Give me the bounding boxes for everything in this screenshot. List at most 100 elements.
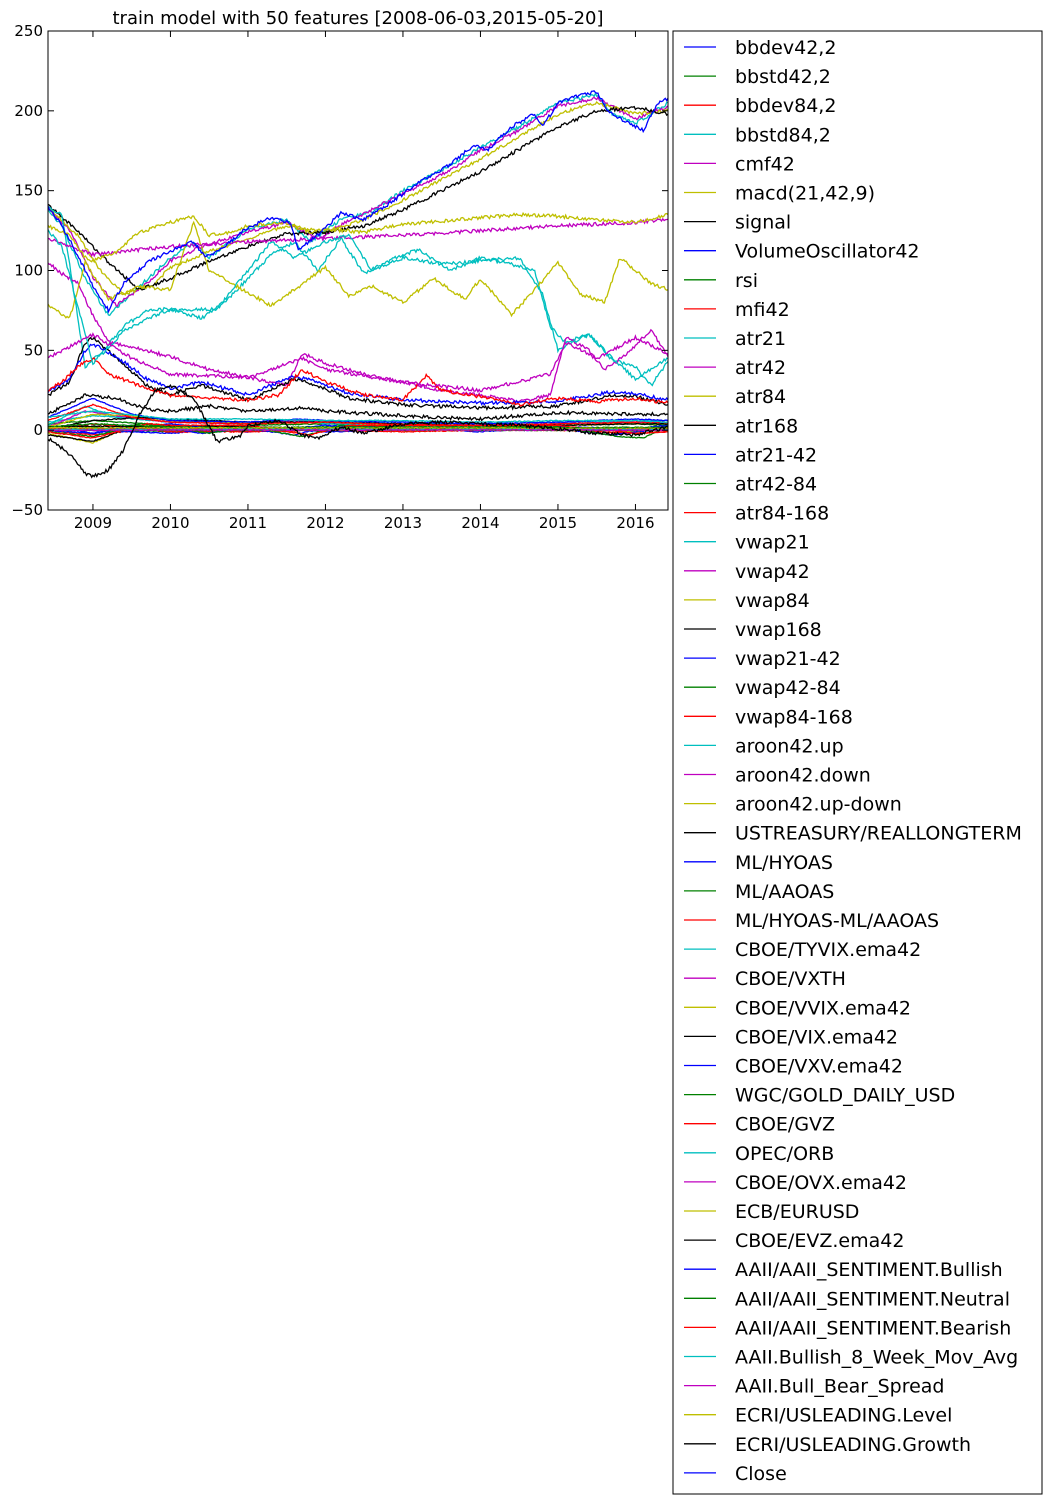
legend-label: CBOE/EVZ.ema42 xyxy=(735,1230,904,1252)
legend-entry-cboe-ovx-ema42: CBOE/OVX.ema42 xyxy=(684,1172,907,1194)
legend-entry-atr42-84: atr42-84 xyxy=(684,474,817,496)
legend-entry-aaii-aaii-sentiment-bullish: AAII/AAII_SENTIMENT.Bullish xyxy=(684,1259,1003,1281)
legend-label: CBOE/VXV.ema42 xyxy=(735,1056,903,1078)
y-tick-label: 200 xyxy=(14,102,43,120)
legend-entry-aaii-bullish-8-week-mov-avg: AAII.Bullish_8_Week_Mov_Avg xyxy=(684,1347,1018,1369)
legend-label: cmf42 xyxy=(735,153,795,175)
legend-label: ML/AAOAS xyxy=(735,881,834,903)
legend-entry-cboe-gvz: CBOE/GVZ xyxy=(684,1114,835,1136)
legend-label: OPEC/ORB xyxy=(735,1143,834,1165)
legend-label: AAII.Bull_Bear_Spread xyxy=(735,1376,945,1398)
series-layer xyxy=(48,90,668,479)
legend: bbdev42,2 bbstd42,2 bbdev84,2 bbstd84,2 cmf4… xyxy=(672,30,1043,1495)
legend-entry-cboe-evz-ema42: CBOE/EVZ.ema42 xyxy=(684,1230,904,1252)
x-tick-label: 2016 xyxy=(616,514,654,532)
series-line-cboe-vxth xyxy=(48,217,668,258)
y-tick-label: 150 xyxy=(14,182,43,200)
legend-entry-vwap42: vwap42 xyxy=(684,561,810,583)
legend-label: vwap168 xyxy=(735,619,822,641)
legend-label: vwap42 xyxy=(735,561,810,583)
x-tick-label: 2009 xyxy=(74,514,112,532)
legend-entry-ml-hyoas: ML/HYOAS xyxy=(684,852,833,874)
legend-label: ML/HYOAS-ML/AAOAS xyxy=(735,910,939,932)
legend-label: aroon42.up xyxy=(735,735,844,757)
legend-entry-vwap84: vwap84 xyxy=(684,590,810,612)
legend-entry-atr42: atr42 xyxy=(684,357,786,379)
legend-entry-vwap21-42: vwap21-42 xyxy=(684,648,841,670)
y-tick-label: 100 xyxy=(14,262,43,280)
series-line-ecri-usleading-growth xyxy=(48,383,668,479)
legend-label: mfi42 xyxy=(735,299,790,321)
legend-entry-ecri-usleading-growth: ECRI/USLEADING.Growth xyxy=(684,1434,971,1456)
legend-entry-ecb-eurusd: ECB/EURUSD xyxy=(684,1201,859,1223)
legend-label: ECRI/USLEADING.Level xyxy=(735,1405,952,1427)
axis-layer: 2009 2010 2011 2012 2013 2014 2015 2016 250 200 15… xyxy=(11,22,668,532)
legend-entry-ml-aaoas: ML/AAOAS xyxy=(684,881,834,903)
legend-entry-opec-orb: OPEC/ORB xyxy=(684,1143,834,1165)
legend-entry-signal: signal xyxy=(684,212,791,234)
y-tick-label: 50 xyxy=(24,341,43,359)
legend-entry-cmf42: cmf42 xyxy=(684,153,795,175)
legend-label: bbdev42,2 xyxy=(735,37,836,59)
legend-label: vwap21-42 xyxy=(735,648,841,670)
legend-label: Close xyxy=(735,1463,787,1485)
legend-label: atr84-168 xyxy=(735,503,829,525)
legend-entry-vwap168: vwap168 xyxy=(684,619,822,641)
legend-label: bbstd42,2 xyxy=(735,66,831,88)
legend-label: ECB/EURUSD xyxy=(735,1201,859,1223)
legend-label: CBOE/OVX.ema42 xyxy=(735,1172,907,1194)
series-line-cboe-ovx-ema42 xyxy=(48,332,668,394)
legend-entry-ml-hyoas-ml-aaoas: ML/HYOAS-ML/AAOAS xyxy=(684,910,939,932)
legend-label: AAII/AAII_SENTIMENT.Neutral xyxy=(735,1288,1010,1310)
legend-label: vwap84-168 xyxy=(735,706,853,728)
legend-entry-atr21-42: atr21-42 xyxy=(684,444,817,466)
legend-entry-aroon42-up-down: aroon42.up-down xyxy=(684,794,902,816)
series-line-vwap21 xyxy=(48,91,668,317)
legend-entry-ecri-usleading-level: ECRI/USLEADING.Level xyxy=(684,1405,952,1427)
legend-entry-close: Close xyxy=(684,1463,787,1485)
legend-label: AAII/AAII_SENTIMENT.Bearish xyxy=(735,1317,1011,1339)
x-tick-label: 2014 xyxy=(461,514,499,532)
y-tick-label: 0 xyxy=(33,421,43,439)
series-line-ecri-usleading-level xyxy=(48,211,668,264)
legend-label: bbdev84,2 xyxy=(735,95,836,117)
series-line-aroon42-up xyxy=(48,206,668,387)
series-line-ml-hyoas-ml-aaoas xyxy=(48,403,668,427)
legend-entry-atr168: atr168 xyxy=(684,415,798,437)
legend-entry-bbstd42-2: bbstd42,2 xyxy=(684,66,831,88)
legend-label: VolumeOscillator42 xyxy=(735,241,920,263)
legend-entry-bbdev84-2: bbdev84,2 xyxy=(684,95,836,117)
legend-entry-vwap84-168: vwap84-168 xyxy=(684,706,853,728)
legend-entry-atr21: atr21 xyxy=(684,328,786,350)
series-line-cboe-vix-ema42 xyxy=(48,336,668,412)
legend-entry-atr84: atr84 xyxy=(684,386,786,408)
legend-label: CBOE/VVIX.ema42 xyxy=(735,997,911,1019)
legend-label: vwap21 xyxy=(735,532,810,554)
series-line-aaii-bull-bear-spread xyxy=(48,428,668,432)
legend-label: aroon42.up-down xyxy=(735,794,902,816)
x-tick-label: 2012 xyxy=(306,514,344,532)
x-tick-label: 2010 xyxy=(151,514,189,532)
series-line-opec-orb xyxy=(48,229,668,382)
legend-label: CBOE/GVZ xyxy=(735,1114,835,1136)
legend-entry-atr84-168: atr84-168 xyxy=(684,503,829,525)
legend-label: bbstd84,2 xyxy=(735,124,831,146)
x-tick-label: 2011 xyxy=(229,514,267,532)
legend-entry-cboe-vxth: CBOE/VXTH xyxy=(684,968,846,990)
legend-entry-volumeoscillator42: VolumeOscillator42 xyxy=(684,241,920,263)
chart-title: train model with 50 features [2008-06-03… xyxy=(113,8,604,29)
series-line-close xyxy=(48,90,668,314)
legend-label: AAII/AAII_SENTIMENT.Bullish xyxy=(735,1259,1003,1281)
legend-entry-aroon42-down: aroon42.down xyxy=(684,765,871,787)
legend-label: WGC/GOLD_DAILY_USD xyxy=(735,1085,955,1107)
y-tick-label: −50 xyxy=(11,501,43,519)
legend-label: atr21 xyxy=(735,328,786,350)
legend-label: atr84 xyxy=(735,386,786,408)
legend-entry-vwap21: vwap21 xyxy=(684,532,810,554)
legend-frame xyxy=(672,30,1043,1495)
legend-label: aroon42.down xyxy=(735,765,871,787)
legend-entry-cboe-vix-ema42: CBOE/VIX.ema42 xyxy=(684,1026,898,1048)
y-tick-label: 250 xyxy=(14,22,43,40)
legend-entry-aroon42-up: aroon42.up xyxy=(684,735,844,757)
legend-entry-mfi42: mfi42 xyxy=(684,299,790,321)
